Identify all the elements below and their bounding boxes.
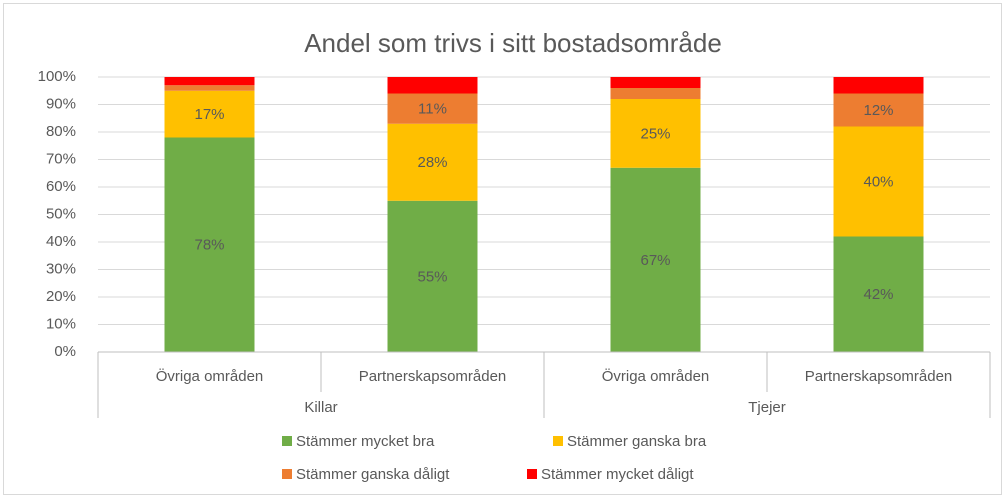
bar-segment xyxy=(833,236,924,352)
y-tick-label: 0% xyxy=(54,343,76,360)
legend-label: Stämmer ganska dåligt xyxy=(296,466,450,483)
legend-label: Stämmer mycket dåligt xyxy=(541,466,694,483)
legend-swatch xyxy=(553,436,563,446)
data-label: 28% xyxy=(417,154,447,171)
bar-segment xyxy=(833,126,924,237)
bar-segment xyxy=(610,99,701,168)
x-tick-label: Övriga områden xyxy=(156,367,264,385)
bar-segment xyxy=(387,123,478,201)
bar-segment xyxy=(387,200,478,352)
y-tick-label: 50% xyxy=(46,205,76,222)
y-tick-label: 10% xyxy=(46,315,76,332)
y-tick-label: 20% xyxy=(46,288,76,305)
y-tick-label: 90% xyxy=(46,95,76,112)
bar-segment xyxy=(610,88,701,99)
data-label: 17% xyxy=(194,106,224,123)
data-label: 12% xyxy=(863,102,893,119)
bar-segment xyxy=(164,77,255,86)
group-label: Tjejer xyxy=(748,399,786,416)
bar-segment xyxy=(833,77,924,94)
y-tick-label: 40% xyxy=(46,233,76,250)
data-label: 78% xyxy=(194,237,224,254)
legend-label: Stämmer ganska bra xyxy=(567,433,707,450)
bar-segment xyxy=(164,90,255,138)
y-tick-label: 80% xyxy=(46,123,76,140)
y-tick-label: 70% xyxy=(46,150,76,167)
legend-label: Stämmer mycket bra xyxy=(296,433,435,450)
legend-swatch xyxy=(282,469,292,479)
bar-segment xyxy=(164,85,255,91)
group-label: Killar xyxy=(304,399,337,416)
data-label: 55% xyxy=(417,268,447,285)
y-tick-label: 100% xyxy=(38,68,76,85)
data-label: 67% xyxy=(640,252,670,269)
data-label: 25% xyxy=(640,125,670,142)
legend-swatch xyxy=(527,469,537,479)
legend-swatch xyxy=(282,436,292,446)
data-label: 11% xyxy=(418,101,447,118)
bar-segment xyxy=(387,77,478,94)
y-tick-label: 30% xyxy=(46,260,76,277)
data-label: 42% xyxy=(863,286,893,303)
y-tick-label: 60% xyxy=(46,178,76,195)
bar-segment xyxy=(610,167,701,352)
bar-segment xyxy=(610,77,701,88)
bar-segment xyxy=(387,93,478,124)
data-label: 40% xyxy=(863,173,893,190)
x-tick-label: Partnerskapsområden xyxy=(359,368,507,385)
bar-segment xyxy=(164,137,255,352)
chart-title: Andel som trivs i sitt bostadsområde xyxy=(304,28,722,58)
x-tick-label: Övriga områden xyxy=(602,367,710,385)
bar-segment xyxy=(833,93,924,127)
x-tick-label: Partnerskapsområden xyxy=(805,368,953,385)
